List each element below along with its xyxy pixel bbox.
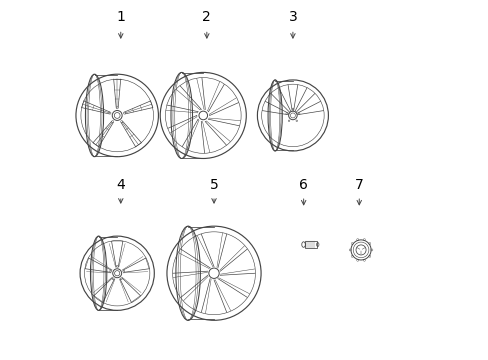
Text: 4: 4 bbox=[116, 178, 125, 192]
Text: 2: 2 bbox=[202, 10, 211, 24]
Text: 6: 6 bbox=[299, 178, 307, 192]
Text: 5: 5 bbox=[209, 178, 218, 192]
Text: 7: 7 bbox=[354, 178, 363, 192]
Text: 3: 3 bbox=[288, 10, 297, 24]
Text: 1: 1 bbox=[116, 10, 125, 24]
